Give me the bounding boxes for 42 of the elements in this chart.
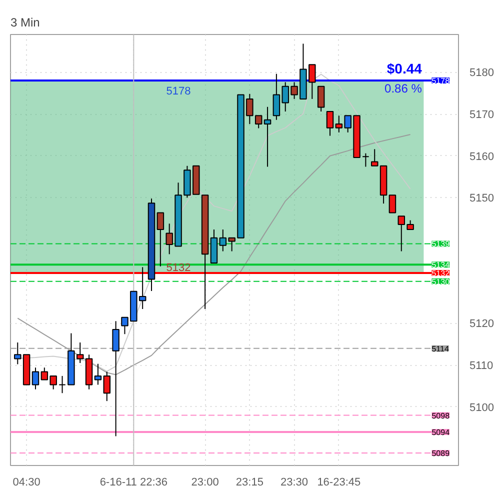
ref-line-label: 5089 bbox=[432, 448, 450, 458]
y-tick-label: 5100 bbox=[470, 402, 494, 414]
annotation: 0.86 % bbox=[384, 82, 422, 96]
chart-title: 3 Min bbox=[10, 16, 40, 30]
candlestick bbox=[156, 212, 164, 267]
candlestick bbox=[103, 371, 111, 402]
ref-line-label: 5094 bbox=[432, 428, 450, 438]
x-tick-label: 23:15 bbox=[236, 476, 264, 488]
x-tick-label: 16-23:45 bbox=[317, 476, 361, 488]
y-tick-label: 5120 bbox=[470, 318, 494, 330]
annotation: $0.44 bbox=[386, 60, 422, 77]
candlestick bbox=[370, 148, 378, 166]
y-tick-label: 5160 bbox=[470, 150, 494, 163]
candlestick bbox=[264, 106, 272, 168]
ref-line-label: 5098 bbox=[432, 411, 450, 420]
candlestick bbox=[406, 220, 414, 230]
ref-line-label: 5134 bbox=[432, 260, 450, 270]
candlestick bbox=[388, 194, 396, 214]
candlestick bbox=[398, 216, 406, 252]
candlestick bbox=[362, 152, 370, 168]
y-tick-label: 5170 bbox=[470, 109, 494, 122]
candlestick bbox=[326, 110, 334, 136]
y-tick-label: 5110 bbox=[470, 360, 494, 372]
ref-line-label: 5114 bbox=[432, 344, 450, 354]
candlestick bbox=[254, 115, 262, 129]
annotation: 5132 bbox=[166, 262, 191, 274]
candlestick bbox=[317, 86, 325, 112]
ref-line-label: 5132 bbox=[432, 269, 450, 278]
y-tick-label: 5150 bbox=[470, 192, 494, 205]
annotation: 5178 bbox=[166, 86, 191, 98]
candlestick bbox=[112, 320, 120, 437]
ref-line-label: 5130 bbox=[432, 277, 450, 286]
x-tick-label: 23:30 bbox=[280, 476, 308, 488]
x-tick-label: 04:30 bbox=[12, 476, 40, 488]
ref-line-label: 5139 bbox=[432, 240, 450, 249]
ref-line-label: 5178 bbox=[432, 76, 450, 86]
candlestick bbox=[94, 363, 102, 386]
x-tick-label: 6-16-11 22:36 bbox=[100, 476, 168, 488]
candlestick bbox=[32, 367, 40, 390]
y-tick-label: 5180 bbox=[470, 67, 494, 80]
candlestick bbox=[58, 375, 66, 394]
x-tick-label: 23:00 bbox=[191, 476, 219, 488]
